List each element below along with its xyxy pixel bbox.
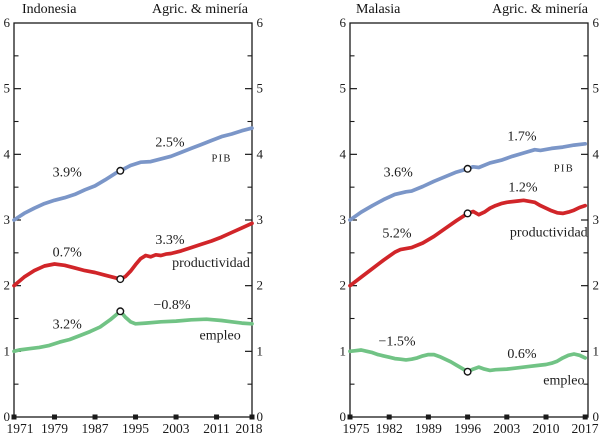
x-axis-label: 2003 [163, 421, 190, 436]
annotation-06: 0.6% [507, 347, 537, 362]
x-tick-marker [425, 414, 431, 420]
y-axis-label: 4 [4, 146, 11, 161]
annotation-productividad: productividad [510, 225, 588, 240]
chart-right-country-title: Malasia [356, 2, 401, 17]
annotation-08: −0.8% [153, 298, 190, 313]
annotation-39: 3.9% [53, 166, 83, 181]
y-axis-label: 3 [340, 212, 347, 227]
annotation-33: 3.3% [155, 233, 185, 248]
x-tick-marker [92, 414, 98, 420]
x-tick-marker [214, 414, 220, 420]
y-axis-label: 2 [593, 278, 600, 293]
chart-left-sector-title: Agric. & minería [151, 2, 248, 17]
plot-frame [13, 22, 253, 418]
annotation-07: 0.7% [53, 246, 83, 261]
x-axis-label: 1971 [7, 421, 34, 436]
y-axis-label: 1 [593, 343, 600, 358]
pib-break-marker [116, 166, 125, 175]
annotation-12: 1.2% [508, 181, 538, 196]
x-axis-label: 2017 [572, 421, 599, 436]
annotation-pib: PIB [554, 163, 574, 174]
x-tick-marker [347, 414, 353, 420]
x-axis-label: 2011 [203, 421, 230, 436]
y-axis-label: 4 [593, 146, 600, 161]
annotation-empleo: empleo [199, 328, 240, 343]
x-tick-marker [173, 414, 179, 420]
x-axis-label: 2010 [533, 421, 560, 436]
productividad-line [348, 198, 588, 288]
x-axis-label: 1979 [41, 421, 68, 436]
y-axis-label: 5 [4, 81, 11, 96]
y-axis-label: 5 [257, 81, 264, 96]
y-axis-label: 4 [257, 146, 264, 161]
y-axis-label: 4 [340, 146, 347, 161]
x-tick-marker [543, 414, 549, 420]
annotation-17: 1.7% [507, 129, 537, 144]
productividad-break-marker [116, 275, 125, 284]
x-tick-marker [582, 414, 588, 420]
x-axis-label: 1975 [343, 421, 370, 436]
y-axis-label: 5 [593, 81, 600, 96]
x-axis-label: 2018 [236, 421, 263, 436]
x-axis-label: 1987 [82, 421, 109, 436]
annotation-32: 3.2% [53, 317, 83, 332]
y-axis-label: 2 [340, 278, 347, 293]
annotation-empleo: empleo [543, 374, 584, 389]
y-axis-label: 1 [257, 343, 264, 358]
empleo-line [348, 348, 588, 374]
empleo-break-marker [116, 307, 125, 316]
x-axis-label: 1995 [122, 421, 149, 436]
annotation-36: 3.6% [384, 166, 414, 181]
productividad-break-marker [463, 209, 472, 218]
empleo-break-marker [463, 367, 472, 376]
y-axis-label: 0 [4, 409, 11, 424]
x-tick-marker [504, 414, 510, 420]
y-axis-label: 3 [593, 212, 600, 227]
annotation-52: 5.2% [382, 227, 412, 242]
y-axis-label: 2 [257, 278, 264, 293]
y-axis-label: 1 [340, 343, 347, 358]
annotation-productividad: productividad [172, 256, 250, 271]
x-axis-label: 1989 [415, 421, 442, 436]
chart-left-country-title: Indonesia [22, 2, 77, 17]
y-axis-label: 2 [4, 278, 11, 293]
y-axis-label: 6 [340, 15, 347, 30]
y-axis-label: 3 [4, 212, 11, 227]
y-axis-label: 0 [340, 409, 347, 424]
y-axis-label: 6 [257, 15, 264, 30]
x-tick-marker [386, 414, 392, 420]
pib-line [12, 126, 254, 222]
y-axis-label: 5 [340, 81, 347, 96]
chart-right-sector-title: Agric. & minería [491, 2, 588, 17]
x-axis-label: 1996 [454, 421, 481, 436]
y-axis-label: 0 [257, 409, 264, 424]
y-axis-label: 3 [257, 212, 264, 227]
y-axis-label: 6 [4, 15, 11, 30]
x-tick-marker [133, 414, 139, 420]
y-axis-label: 1 [4, 343, 11, 358]
y-axis-label: 6 [593, 15, 600, 30]
pib-break-marker [463, 164, 472, 173]
x-tick-marker [249, 414, 255, 420]
y-axis-label: 0 [593, 409, 600, 424]
annotation-pib: PIB [211, 154, 231, 165]
x-tick-marker [465, 414, 471, 420]
x-tick-marker [52, 414, 58, 420]
productividad-line [12, 221, 254, 288]
x-axis-label: 1982 [376, 421, 403, 436]
x-tick-marker [11, 414, 17, 420]
annotation-25: 2.5% [155, 135, 185, 150]
x-axis-label: 2003 [493, 421, 520, 436]
annotation-15: −1.5% [378, 334, 415, 349]
